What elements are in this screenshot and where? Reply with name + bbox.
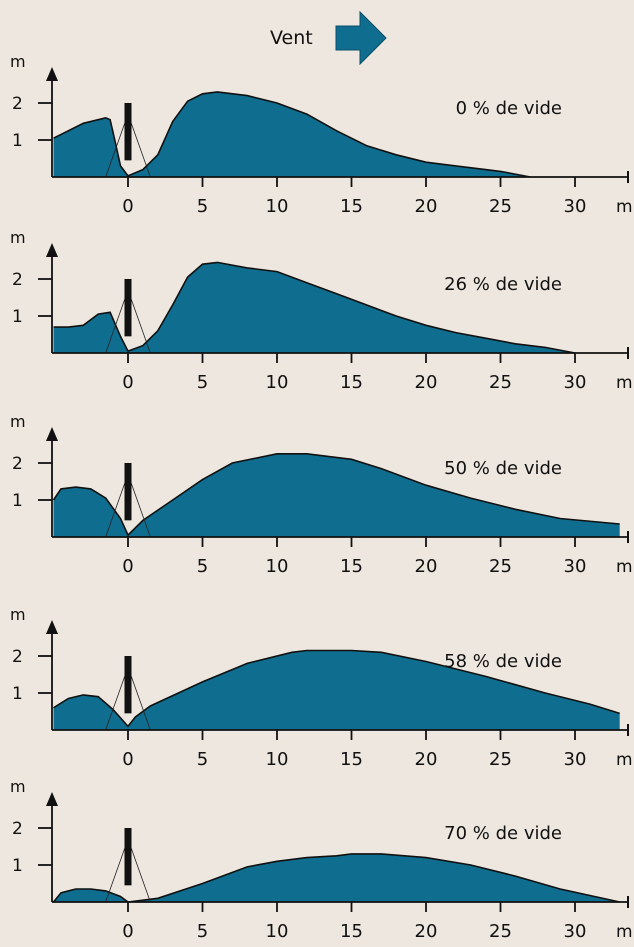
x-axis-label: m [616, 373, 633, 393]
x-tick-label: 25 [489, 196, 512, 217]
fence-sightline [105, 666, 129, 731]
x-tick-label: 0 [122, 921, 133, 942]
y-axis-label: m [10, 412, 26, 431]
y-tick-label: 2 [12, 819, 23, 839]
x-tick-label: 30 [564, 196, 587, 217]
drift-area [53, 650, 620, 730]
x-tick-label: 10 [266, 372, 289, 393]
x-tick-label: 25 [489, 372, 512, 393]
fence-sightline [105, 113, 129, 178]
void-ratio-label: 58 % de vide [444, 651, 562, 672]
y-tick-label: 1 [12, 491, 23, 511]
fence-post [124, 103, 132, 161]
y-axis-arrow-icon [46, 427, 58, 441]
x-tick-label: 0 [122, 196, 133, 217]
y-tick-label: 2 [12, 454, 23, 474]
x-tick-label: 30 [564, 372, 587, 393]
x-axis-label: m [616, 922, 633, 942]
y-tick-label: 2 [12, 94, 23, 114]
y-axis-arrow-icon [46, 243, 58, 257]
drift-outline [52, 453, 620, 537]
x-tick-label: 15 [340, 372, 363, 393]
y-axis-label: m [10, 52, 26, 71]
fence-sightline [127, 666, 151, 731]
drift-area [53, 853, 620, 902]
drift-outline [53, 91, 531, 178]
drift-outline [53, 261, 576, 354]
arrow-right-icon [335, 10, 387, 66]
drift-area [53, 453, 620, 537]
fence-sightline [127, 113, 151, 178]
drift-outline [53, 649, 620, 728]
x-tick-label: 10 [266, 556, 289, 577]
x-tick-label: 20 [415, 372, 438, 393]
x-tick-label: 15 [340, 196, 363, 217]
x-tick-label: 20 [415, 556, 438, 577]
y-axis-arrow-icon [46, 620, 58, 634]
x-tick-label: 20 [415, 749, 438, 770]
x-tick-label: 15 [340, 749, 363, 770]
fence-sightline [105, 473, 129, 538]
x-tick-label: 15 [340, 556, 363, 577]
x-tick-label: 20 [415, 921, 438, 942]
y-tick-label: 1 [12, 307, 23, 327]
x-tick-label: 25 [489, 921, 512, 942]
x-axis-label: m [616, 197, 633, 217]
x-axis-label: m [616, 557, 633, 577]
x-tick-label: 10 [266, 196, 289, 217]
x-tick-label: 5 [197, 921, 208, 942]
x-tick-label: 25 [489, 556, 512, 577]
x-tick-label: 30 [564, 921, 587, 942]
x-tick-label: 0 [122, 372, 133, 393]
x-tick-label: 30 [564, 556, 587, 577]
fence-sightline [127, 473, 151, 538]
x-tick-label: 25 [489, 749, 512, 770]
y-tick-label: 1 [12, 131, 23, 151]
fence-sightline [105, 289, 129, 354]
fence-sightline [127, 289, 151, 354]
y-tick-label: 1 [12, 856, 23, 876]
drift-area [53, 91, 531, 177]
y-axis-label: m [10, 777, 26, 796]
void-ratio-label: 50 % de vide [444, 458, 562, 479]
wind-label: Vent [270, 27, 313, 49]
y-tick-label: 2 [12, 270, 23, 290]
x-tick-label: 15 [340, 921, 363, 942]
void-ratio-label: 70 % de vide [444, 823, 562, 844]
y-axis-arrow-icon [46, 67, 58, 81]
x-tick-label: 10 [266, 749, 289, 770]
y-tick-label: 2 [12, 647, 23, 667]
fence-sightline [127, 838, 151, 903]
y-axis-arrow-icon [46, 792, 58, 806]
fence-post [124, 279, 132, 337]
x-tick-label: 0 [122, 556, 133, 577]
y-tick-label: 1 [12, 684, 23, 704]
x-tick-label: 30 [564, 749, 587, 770]
x-tick-label: 5 [197, 749, 208, 770]
drift-outline [52, 853, 620, 903]
void-ratio-label: 0 % de vide [456, 98, 562, 119]
x-tick-label: 5 [197, 556, 208, 577]
y-axis-label: m [10, 228, 26, 247]
void-ratio-label: 26 % de vide [444, 274, 562, 295]
x-tick-label: 0 [122, 749, 133, 770]
fence-post [124, 656, 132, 714]
x-tick-label: 5 [197, 372, 208, 393]
x-tick-label: 10 [266, 921, 289, 942]
fence-post [124, 828, 132, 886]
y-axis-label: m [10, 605, 26, 624]
x-tick-label: 5 [197, 196, 208, 217]
x-tick-label: 20 [415, 196, 438, 217]
fence-sightline [105, 838, 129, 903]
fence-post [124, 463, 132, 521]
x-axis-label: m [616, 750, 633, 770]
